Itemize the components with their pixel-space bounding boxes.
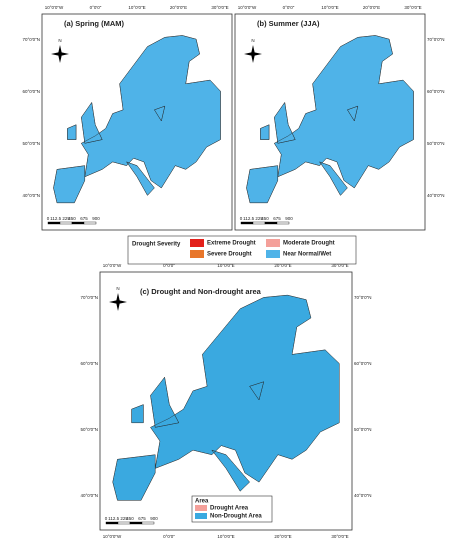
coordinate-label: 30°0'0"E (404, 5, 421, 10)
scale-label: 112.5 225 (243, 216, 263, 221)
legend-label: Non-Drought Area (210, 514, 262, 520)
scale-label: 0 (105, 516, 108, 521)
north-arrow (109, 293, 127, 311)
scale-label: 112.5 225 (108, 516, 128, 521)
scale-bar (129, 521, 143, 525)
coordinate-label: 50°0'0"N (427, 141, 445, 146)
scale-bar (83, 221, 97, 225)
legend-swatch (195, 505, 207, 511)
scale-bar (117, 521, 131, 525)
coordinate-label: 10°0'0"W (103, 263, 122, 268)
coordinate-label: 60°0'0"N (80, 361, 98, 366)
coordinate-label: 20°0'0"E (274, 263, 291, 268)
scale-bar (252, 221, 266, 225)
coordinate-label: 70°0'0"N (22, 37, 40, 42)
coordinate-label: 50°0'0"N (354, 427, 372, 432)
panel-title: (a) Spring (MAM) (64, 19, 124, 28)
scale-bar (276, 221, 290, 225)
map-panel: (a) Spring (MAM) N 10°0'0"W 0°0'0" 10°0'0"E 2… (22, 5, 233, 231)
coordinate-label: 20°0'0"E (274, 534, 291, 539)
coordinate-label: 10°0'0"W (45, 5, 64, 10)
coordinate-label: 60°0'0"N (354, 361, 372, 366)
coordinate-label: 50°0'0"N (80, 427, 98, 432)
coordinate-label: 10°0'0"W (103, 534, 122, 539)
scale-bar (47, 221, 61, 225)
legend-box (127, 235, 357, 265)
legend-label: Moderate Drought (283, 241, 335, 247)
scale-label: 0 (240, 216, 243, 221)
legend-title: Area (195, 499, 209, 505)
north-arrow (244, 45, 262, 63)
scale-bar (240, 221, 254, 225)
severity-legend: Drought Severity Extreme Drought Severe Dr… (127, 235, 357, 265)
legend-swatch (190, 250, 204, 258)
scale-bar (264, 221, 278, 225)
scale-bar (71, 221, 85, 225)
north-label: N (251, 38, 254, 43)
scale-label: 450 (126, 516, 134, 521)
panel-title: (b) Summer (JJA) (257, 19, 320, 28)
coordinate-label: 70°0'0"N (427, 37, 445, 42)
scale-label: 675 (273, 216, 281, 221)
coordinate-label: 10°0'0"E (321, 5, 338, 10)
coordinate-label: 60°0'0"N (22, 89, 40, 94)
north-label: N (116, 286, 119, 291)
legend-swatch (195, 513, 207, 519)
coordinate-label: 60°0'0"N (427, 89, 445, 94)
coordinate-label: 10°0'0"E (217, 534, 234, 539)
coordinate-label: 40°0'0"N (22, 193, 40, 198)
coordinate-label: 30°0'0"E (211, 5, 228, 10)
north-arrow (51, 45, 69, 63)
legend-swatch (190, 239, 204, 247)
map-panel: (c) Drought and Non-drought area N 10°0'0"… (80, 263, 371, 539)
legend-title: Drought Severity (132, 242, 181, 248)
coordinate-label: 0°0'0" (283, 5, 295, 10)
coordinate-label: 40°0'0"N (354, 493, 372, 498)
legend-swatch (266, 250, 280, 258)
coordinate-label: 10°0'0"E (128, 5, 145, 10)
coordinate-label: 50°0'0"N (22, 141, 40, 146)
coordinate-label: 20°0'0"E (363, 5, 380, 10)
panel-title: (c) Drought and Non-drought area (140, 287, 262, 296)
legend-swatch (266, 239, 280, 247)
coordinate-label: 0°0'0" (163, 534, 175, 539)
map-panel: (b) Summer (JJA) N 10°0'0"W 0°0'0" 10°0'0"E 2… (234, 5, 445, 231)
scale-label: 0 (47, 216, 50, 221)
scale-label: 900 (92, 216, 100, 221)
coordinate-label: 0°0'0" (90, 5, 102, 10)
scale-label: 675 (138, 516, 146, 521)
coordinate-label: 30°0'0"E (331, 534, 348, 539)
scale-label: 675 (80, 216, 88, 221)
coordinate-label: 0°0'0" (163, 263, 175, 268)
coordinate-label: 20°0'0"E (170, 5, 187, 10)
coordinate-label: 10°0'0"E (217, 263, 234, 268)
coordinate-label: 70°0'0"N (80, 295, 98, 300)
legend-label: Severe Drought (207, 252, 252, 258)
coordinate-label: 40°0'0"N (80, 493, 98, 498)
coordinate-label: 40°0'0"N (427, 193, 445, 198)
legend-label: Extreme Drought (207, 241, 256, 247)
scale-label: 900 (150, 516, 158, 521)
scale-label: 112.5 225 (50, 216, 70, 221)
scale-label: 900 (285, 216, 293, 221)
scale-label: 450 (68, 216, 76, 221)
coordinate-label: 10°0'0"W (238, 5, 257, 10)
scale-label: 450 (261, 216, 269, 221)
scale-bar (141, 521, 155, 525)
north-label: N (58, 38, 61, 43)
legend-label: Near Normal/Wet (283, 252, 331, 258)
coordinate-label: 30°0'0"E (331, 263, 348, 268)
scale-bar (59, 221, 73, 225)
legend-label: Drought Area (210, 506, 249, 512)
coordinate-label: 70°0'0"N (354, 295, 372, 300)
scale-bar (105, 521, 119, 525)
